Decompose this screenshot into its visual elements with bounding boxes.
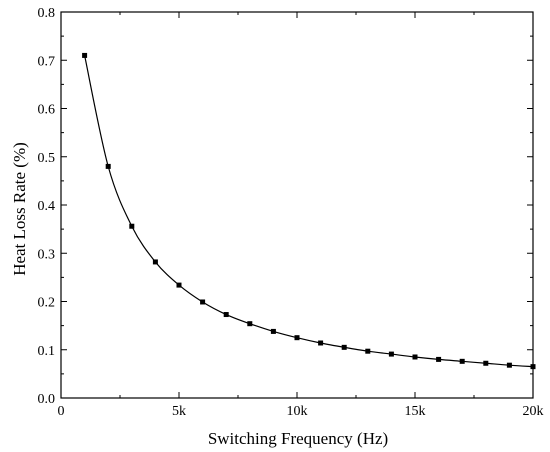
y-tick-label: 0.8 [38,6,56,21]
data-point-marker [530,364,536,370]
data-point-marker [483,360,489,366]
y-tick-label: 0.5 [38,151,56,166]
y-tick-label: 0.3 [38,247,56,262]
y-tick-label: 0.1 [38,344,56,359]
y-tick-label: 0.4 [38,199,56,214]
data-point-marker [294,335,300,341]
data-point-marker [412,354,418,360]
y-tick-label: 0.7 [38,54,56,69]
data-point-marker [388,351,394,357]
y-tick-label: 0.0 [38,392,56,407]
data-point-marker [436,356,442,362]
x-tick-label: 10k [287,404,308,419]
y-axis-ticks: 0.0 0.1 0.2 0.3 0.4 0.5 0.6 0.7 0.8 [38,6,533,407]
x-tick-label: 20k [523,404,544,419]
y-tick-label: 0.2 [38,296,56,311]
data-point-marker [365,348,371,354]
y-tick-label: 0.6 [38,103,56,118]
data-point-marker [318,340,324,346]
data-point-marker [270,328,276,334]
data-point-marker [200,299,206,305]
data-point-marker [176,282,182,288]
x-tick-label: 0 [58,404,65,419]
x-tick-label: 5k [172,404,186,419]
data-point-marker [152,259,158,265]
x-tick-label: 15k [405,404,426,419]
data-point-marker [247,321,253,327]
x-axis-ticks: 0 5k 10k 15k 20k [58,12,544,419]
data-point-marker [129,223,135,229]
series-layer [82,52,536,370]
data-point-marker [341,344,347,350]
series-line [84,55,534,368]
data-point-marker [223,312,229,318]
data-point-marker [105,163,111,169]
y-axis-title: Heat Loss Rate (%) [10,142,29,276]
data-point-marker [506,362,512,368]
data-point-marker [459,358,465,364]
x-axis-title: Switching Frequency (Hz) [208,429,388,448]
data-point-marker [82,52,88,58]
